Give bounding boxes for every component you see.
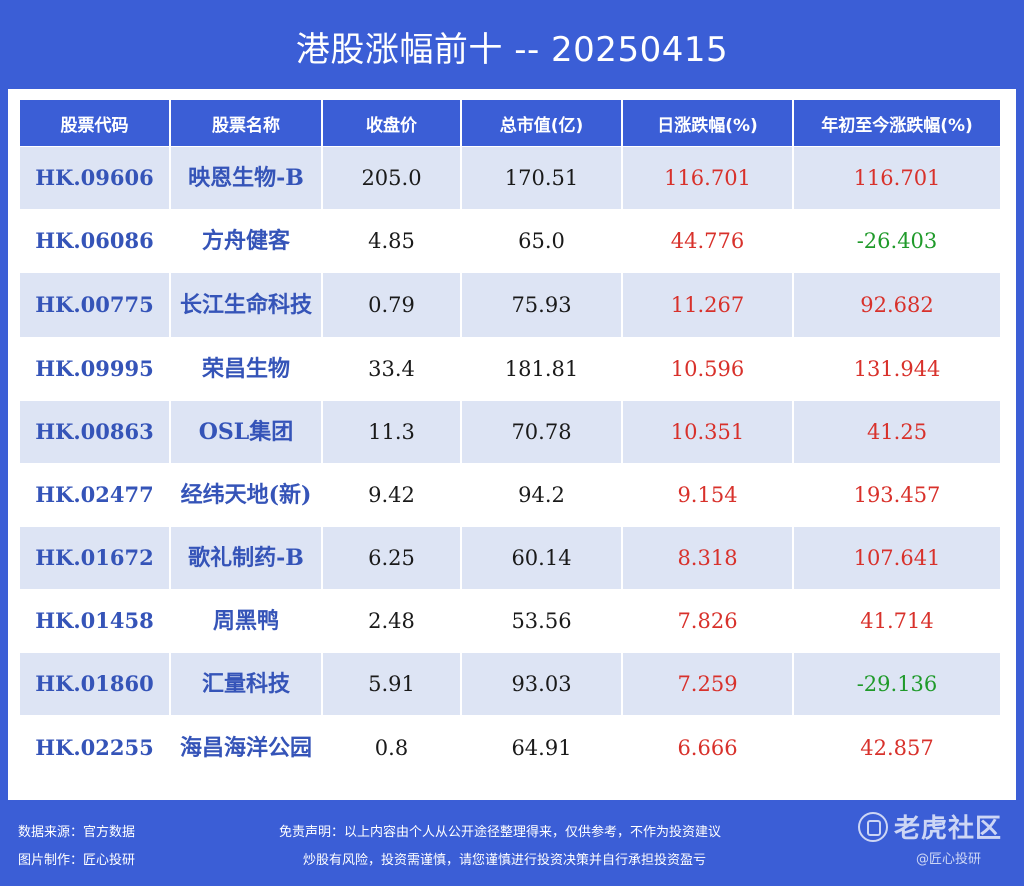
- cell-code: HK.02255: [20, 716, 169, 780]
- cell-name: 海昌海洋公园: [171, 716, 321, 780]
- table-row: HK.01860 汇量科技 5.91 93.03 7.259 -29.136: [20, 653, 1000, 715]
- cell-daily-change: 6.666: [623, 716, 792, 780]
- table-row: HK.01672 歌礼制药-B 6.25 60.14 8.318 107.641: [20, 527, 1000, 589]
- table-row: HK.00775 长江生命科技 0.79 75.93 11.267 92.682: [20, 273, 1000, 337]
- cell-close: 4.85: [323, 210, 460, 272]
- cell-ytd-change: 41.714: [794, 590, 1000, 652]
- cell-daily-change: 7.259: [623, 653, 792, 715]
- cell-name: 汇量科技: [171, 653, 321, 715]
- cell-close: 5.91: [323, 653, 460, 715]
- table-row: HK.06086 方舟健客 4.85 65.0 44.776 -26.403: [20, 210, 1000, 272]
- header-name: 股票名称: [171, 100, 321, 146]
- cell-market-cap: 60.14: [462, 527, 621, 589]
- cell-ytd-change: 193.457: [794, 464, 1000, 526]
- cell-code: HK.06086: [20, 210, 169, 272]
- table-header-row: 股票代码 股票名称 收盘价 总市值(亿) 日涨跌幅(%) 年初至今涨跌幅(%): [20, 100, 1000, 146]
- cell-close: 0.79: [323, 273, 460, 337]
- cell-name: 长江生命科技: [171, 273, 321, 337]
- cell-daily-change: 9.154: [623, 464, 792, 526]
- cell-code: HK.09995: [20, 338, 169, 400]
- cell-daily-change: 11.267: [623, 273, 792, 337]
- cell-close: 11.3: [323, 401, 460, 463]
- cell-ytd-change: 107.641: [794, 527, 1000, 589]
- table-row: HK.02477 经纬天地(新) 9.42 94.2 9.154 193.457: [20, 464, 1000, 526]
- cell-name: 荣昌生物: [171, 338, 321, 400]
- header-ytd-change: 年初至今涨跌幅(%): [794, 100, 1000, 146]
- header-daily-change: 日涨跌幅(%): [623, 100, 792, 146]
- cell-daily-change: 44.776: [623, 210, 792, 272]
- table-row: HK.02255 海昌海洋公园 0.8 64.91 6.666 42.857: [20, 716, 1000, 780]
- cell-close: 2.48: [323, 590, 460, 652]
- cell-name: 经纬天地(新): [171, 464, 321, 526]
- tiger-logo-icon: [858, 811, 888, 842]
- cell-market-cap: 70.78: [462, 401, 621, 463]
- cell-ytd-change: 116.701: [794, 147, 1000, 209]
- cell-close: 205.0: [323, 147, 460, 209]
- cell-name: 歌礼制药-B: [171, 527, 321, 589]
- cell-close: 9.42: [323, 464, 460, 526]
- watermark: 老虎社区 @匠心投研: [858, 808, 1003, 867]
- page-title: 港股涨幅前十 -- 20250415: [295, 30, 729, 70]
- cell-name: 映恩生物-B: [171, 147, 321, 209]
- cell-close: 33.4: [323, 338, 460, 400]
- cell-name: OSL集团: [171, 401, 321, 463]
- cell-market-cap: 181.81: [462, 338, 621, 400]
- table-row: HK.00863 OSL集团 11.3 70.78 10.351 41.25: [20, 401, 1000, 463]
- cell-close: 0.8: [323, 716, 460, 780]
- cell-ytd-change: 41.25: [794, 401, 1000, 463]
- cell-market-cap: 53.56: [462, 590, 621, 652]
- table-panel: 股票代码 股票名称 收盘价 总市值(亿) 日涨跌幅(%) 年初至今涨跌幅(%) …: [8, 89, 1016, 800]
- cell-daily-change: 8.318: [623, 527, 792, 589]
- header-code: 股票代码: [20, 100, 169, 146]
- cell-ytd-change: 92.682: [794, 273, 1000, 337]
- cell-market-cap: 64.91: [462, 716, 621, 780]
- cell-code: HK.01672: [20, 527, 169, 589]
- cell-ytd-change: 131.944: [794, 338, 1000, 400]
- table-row: HK.09995 荣昌生物 33.4 181.81 10.596 131.944: [20, 338, 1000, 400]
- cell-ytd-change: -29.136: [794, 653, 1000, 715]
- footer-source: 数据来源：官方数据: [18, 825, 136, 840]
- footer-disclaimer-2: 炒股有风险，投资需谨慎，请您谨慎进行投资决策并自行承担投资盈亏: [303, 853, 707, 868]
- cell-name: 周黑鸭: [171, 590, 321, 652]
- cell-code: HK.09606: [20, 147, 169, 209]
- table-row: HK.09606 映恩生物-B 205.0 170.51 116.701 116.701: [20, 147, 1000, 209]
- footer-maker: 图片制作：匠心投研: [18, 853, 136, 868]
- stock-table: 股票代码 股票名称 收盘价 总市值(亿) 日涨跌幅(%) 年初至今涨跌幅(%) …: [18, 99, 1002, 781]
- cell-market-cap: 93.03: [462, 653, 621, 715]
- cell-code: HK.01458: [20, 590, 169, 652]
- cell-code: HK.01860: [20, 653, 169, 715]
- cell-name: 方舟健客: [171, 210, 321, 272]
- footer-disclaimer-1: 免责声明：以上内容由个人从公开途径整理得来，仅供参考，不作为投资建议: [279, 825, 722, 840]
- header-market-cap: 总市值(亿): [462, 100, 621, 146]
- cell-market-cap: 75.93: [462, 273, 621, 337]
- cell-ytd-change: -26.403: [794, 210, 1000, 272]
- cell-ytd-change: 42.857: [794, 716, 1000, 780]
- watermark-brand: 老虎社区: [894, 814, 1003, 844]
- header-close: 收盘价: [323, 100, 460, 146]
- cell-daily-change: 116.701: [623, 147, 792, 209]
- table-row: HK.01458 周黑鸭 2.48 53.56 7.826 41.714: [20, 590, 1000, 652]
- cell-market-cap: 170.51: [462, 147, 621, 209]
- cell-daily-change: 10.596: [623, 338, 792, 400]
- cell-daily-change: 7.826: [623, 590, 792, 652]
- cell-code: HK.00863: [20, 401, 169, 463]
- cell-market-cap: 65.0: [462, 210, 621, 272]
- cell-code: HK.00775: [20, 273, 169, 337]
- cell-daily-change: 10.351: [623, 401, 792, 463]
- cell-market-cap: 94.2: [462, 464, 621, 526]
- cell-code: HK.02477: [20, 464, 169, 526]
- watermark-handle: @匠心投研: [916, 852, 982, 867]
- cell-close: 6.25: [323, 527, 460, 589]
